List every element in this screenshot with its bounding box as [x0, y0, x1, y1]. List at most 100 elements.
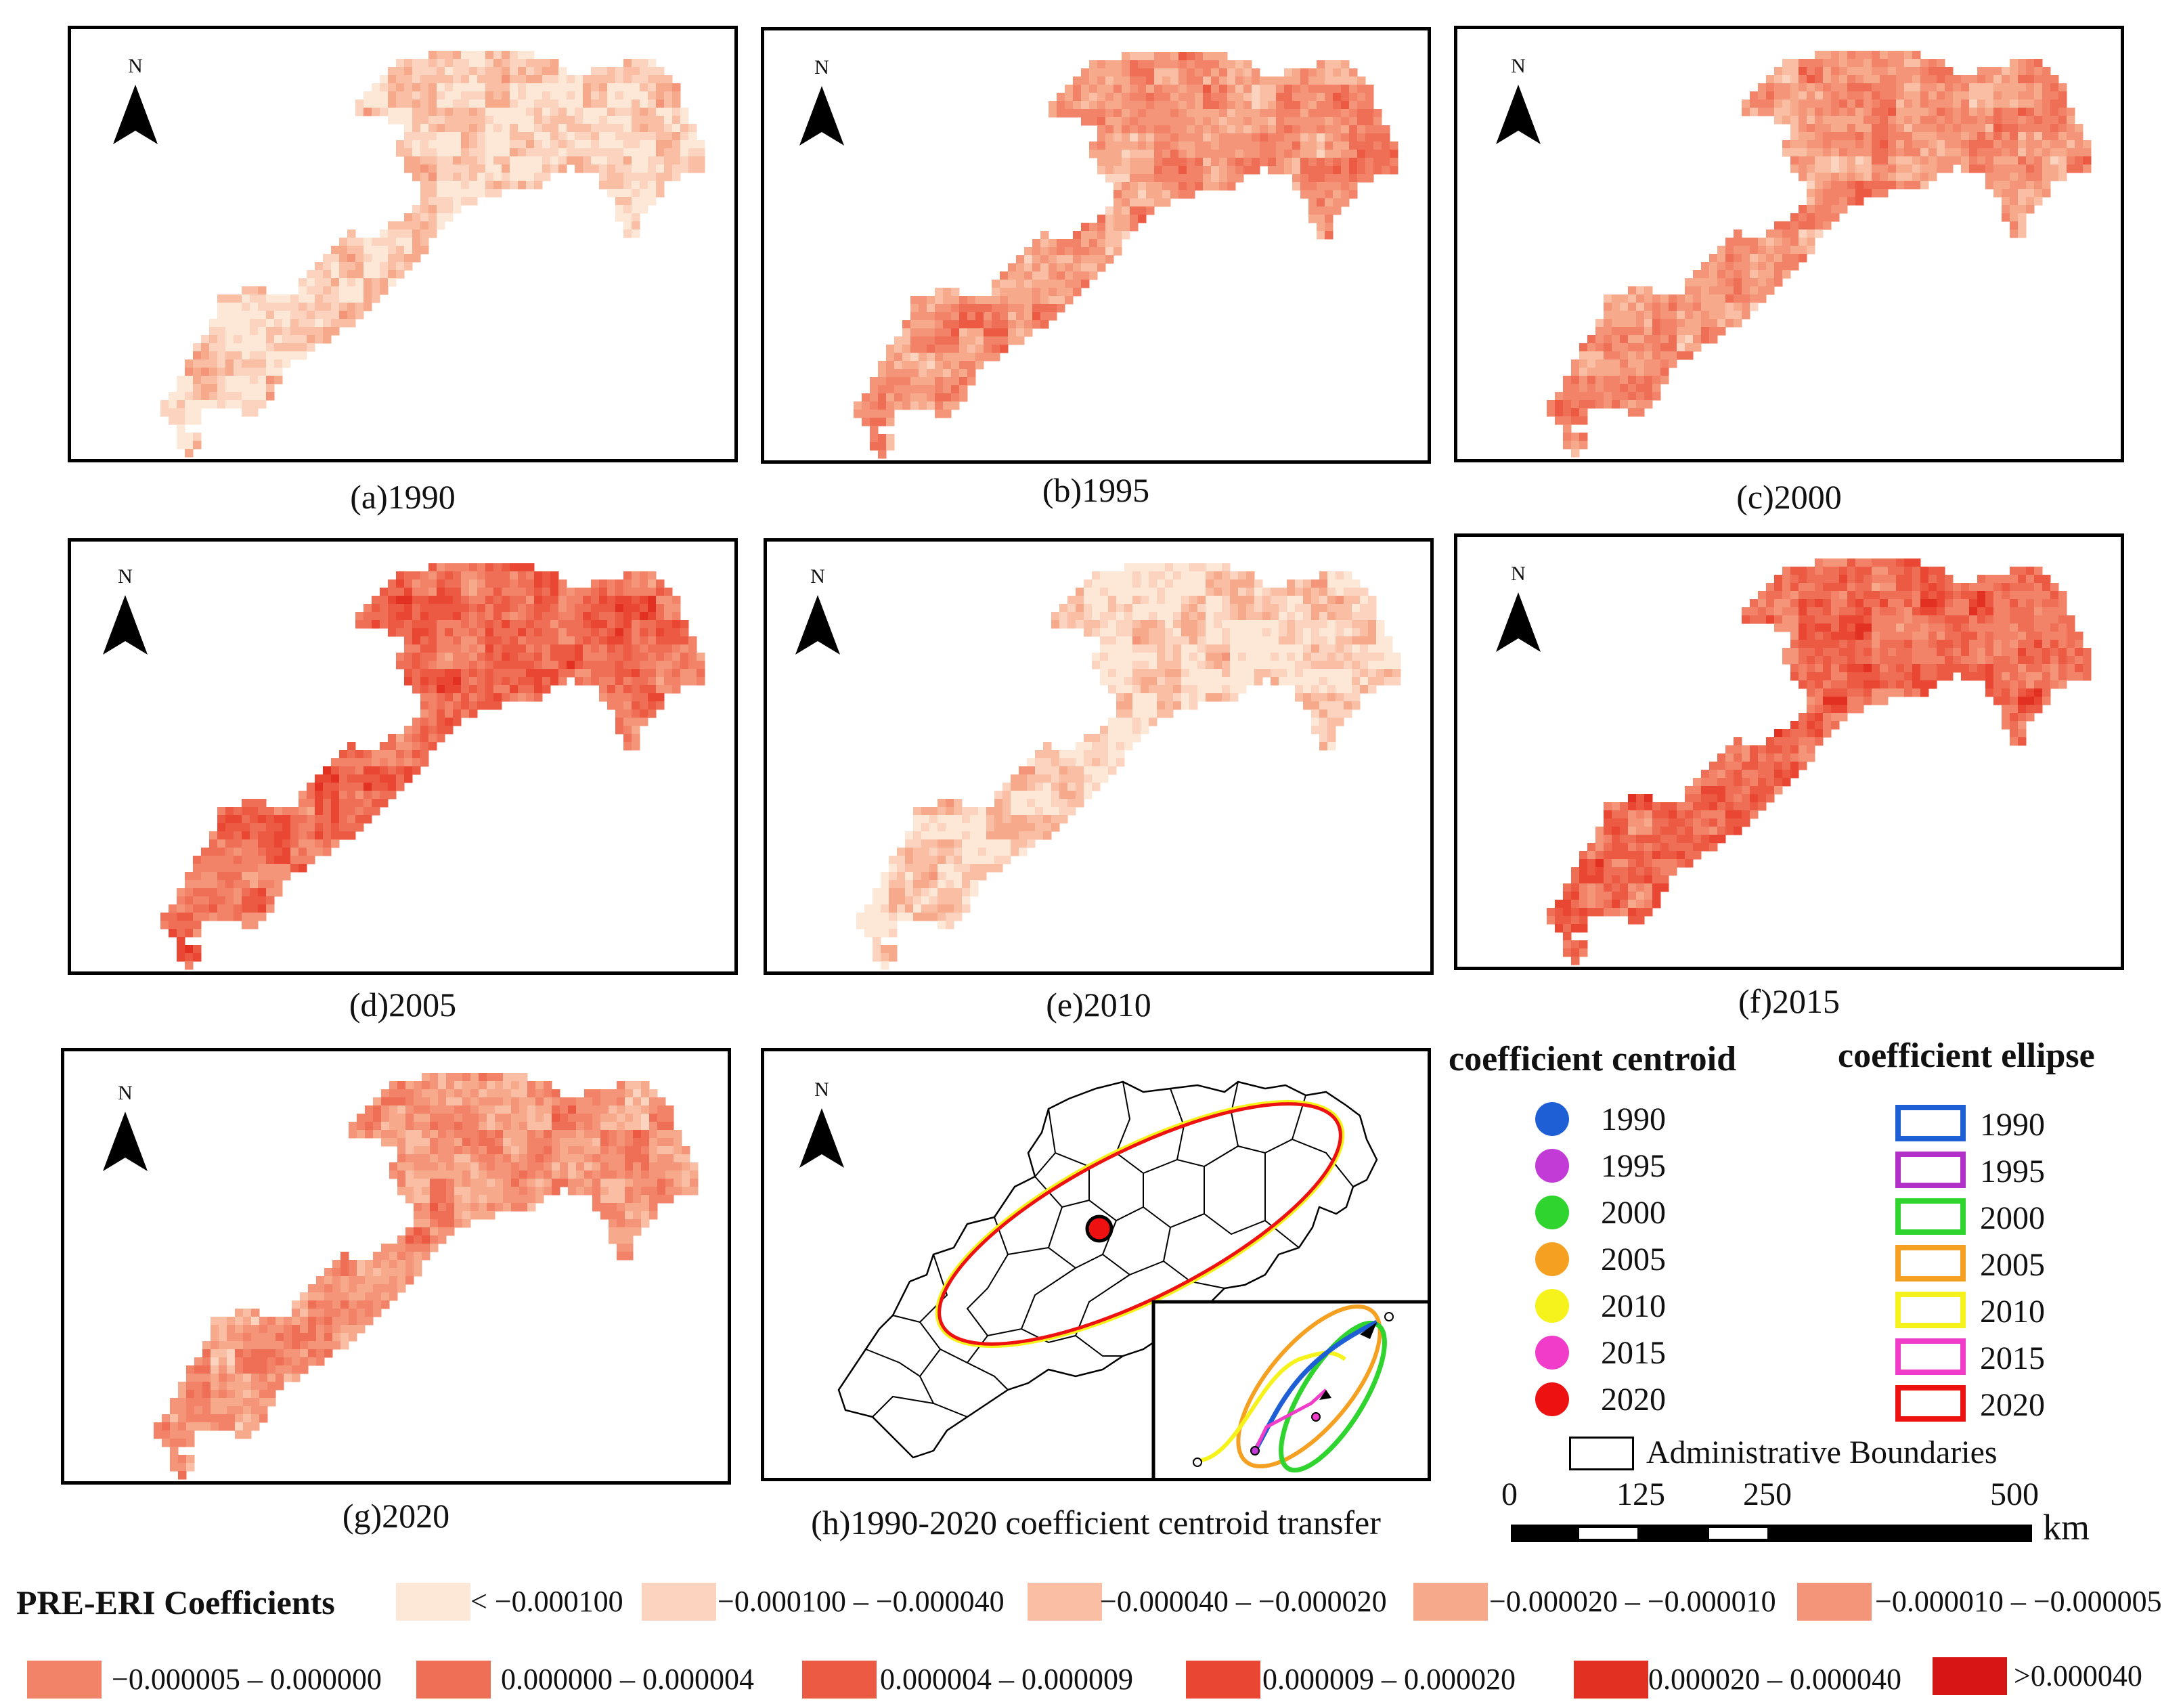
raster-cell: [266, 343, 275, 352]
raster-cell: [1138, 215, 1147, 223]
raster-cell: [355, 294, 364, 303]
raster-cell: [1097, 231, 1106, 240]
raster-cell: [1138, 133, 1147, 142]
raster-cell: [1888, 559, 1897, 567]
raster-cell: [664, 677, 673, 686]
raster-cell: [975, 296, 984, 305]
raster-cell: [1260, 93, 1269, 102]
raster-cell: [1027, 815, 1036, 824]
raster-cell: [550, 124, 559, 133]
raster-cell: [404, 67, 413, 76]
raster-cell: [1587, 343, 1596, 352]
raster-cell: [1701, 335, 1710, 344]
raster-cell: [193, 376, 202, 385]
raster-cell: [591, 75, 600, 84]
raster-cell: [1043, 831, 1052, 840]
raster-cell: [412, 726, 421, 735]
raster-cell: [1051, 620, 1060, 629]
raster-cell: [469, 636, 478, 645]
raster-cell: [453, 661, 462, 670]
raster-cell: [347, 799, 356, 808]
raster-cell: [274, 335, 283, 344]
raster-cell: [1254, 612, 1263, 621]
raster-cell: [1108, 604, 1117, 613]
raster-cell: [1235, 85, 1244, 93]
raster-cell: [967, 320, 976, 329]
raster-cell: [1187, 76, 1195, 85]
raster-cell: [873, 921, 881, 929]
raster-cell: [2018, 173, 2027, 181]
raster-cell: [648, 100, 657, 108]
raster-cell: [437, 156, 445, 165]
raster-cell: [1373, 125, 1382, 134]
raster-cell: [1130, 166, 1139, 175]
raster-cell: [913, 815, 922, 824]
raster-cell: [1360, 604, 1369, 613]
raster-cell: [1195, 76, 1204, 85]
raster-cell: [1985, 132, 1994, 141]
raster-cell: [209, 848, 218, 856]
raster-cell: [1880, 132, 1889, 141]
raster-cell: [1579, 433, 1588, 441]
raster-cell: [420, 221, 429, 230]
raster-cell: [886, 434, 895, 443]
raster-cell: [623, 661, 632, 670]
raster-cell: [372, 238, 380, 246]
raster-cell: [1928, 173, 1937, 181]
raster-cell: [1993, 173, 2002, 181]
raster-cell: [919, 361, 927, 370]
raster-cell: [1043, 815, 1052, 824]
raster-cell: [420, 653, 429, 661]
raster-cell: [697, 140, 705, 149]
raster-cell: [428, 644, 437, 653]
raster-cell: [412, 229, 421, 238]
raster-cell: [1081, 255, 1090, 264]
raster-cell: [1888, 75, 1897, 84]
raster-cell: [591, 644, 600, 653]
raster-cell: [1823, 599, 1832, 608]
raster-cell: [1319, 604, 1328, 613]
raster-cell: [510, 596, 519, 605]
raster-cell: [984, 296, 992, 305]
raster-cell: [986, 848, 995, 856]
raster-cell: [1758, 262, 1767, 271]
raster-cell: [396, 238, 405, 246]
raster-cell: [315, 774, 324, 783]
raster-cell: [242, 815, 250, 824]
raster-cell: [591, 140, 600, 149]
raster-cell: [323, 799, 332, 808]
raster-cell: [363, 294, 372, 303]
raster-cell: [437, 75, 445, 84]
raster-cell: [1287, 596, 1296, 605]
raster-cell: [1238, 604, 1247, 613]
raster-cell: [445, 140, 454, 149]
raster-cell: [1181, 563, 1190, 572]
raster-cell: [437, 197, 445, 206]
raster-cell: [404, 579, 413, 588]
raster-cell: [225, 335, 234, 344]
raster-cell: [648, 571, 657, 580]
raster-cell: [1742, 303, 1750, 311]
raster-cell: [380, 278, 389, 287]
raster-cell: [1097, 166, 1106, 175]
raster-cell: [339, 807, 348, 816]
raster-cell: [905, 888, 914, 897]
raster-cell: [583, 100, 592, 108]
raster-cell: [1219, 68, 1228, 77]
raster-cell: [1214, 588, 1222, 596]
raster-cell: [1227, 76, 1236, 85]
raster-cell: [1206, 653, 1214, 661]
raster-cell: [1677, 294, 1685, 303]
raster-cell: [1122, 150, 1130, 158]
raster-cell: [1734, 286, 1742, 295]
raster-cell: [388, 791, 397, 800]
raster-cell: [1097, 223, 1106, 232]
raster-cell: [323, 791, 332, 800]
raster-cell: [1308, 158, 1317, 167]
raster-cell: [992, 304, 1000, 313]
raster-cell: [477, 644, 486, 653]
raster-cell: [1122, 158, 1130, 167]
raster-cell: [453, 636, 462, 645]
raster-cell: [1382, 158, 1390, 167]
raster-cell: [1206, 571, 1214, 580]
